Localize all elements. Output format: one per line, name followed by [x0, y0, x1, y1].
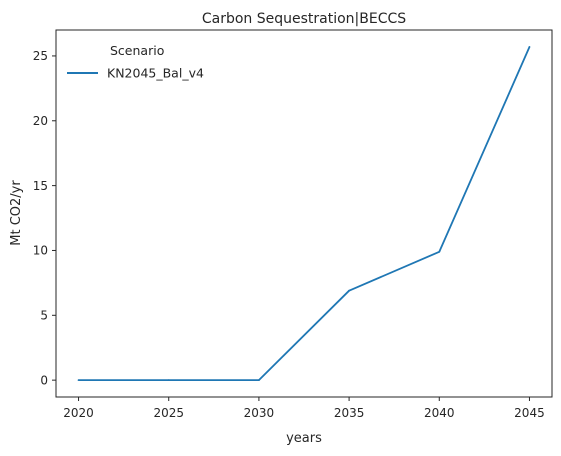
y-tick-label: 20 — [33, 114, 48, 128]
chart-title: Carbon Sequestration|BECCS — [202, 11, 406, 27]
y-tick-label: 25 — [33, 49, 48, 63]
x-tick-label: 2040 — [424, 406, 455, 420]
y-tick-label: 0 — [40, 373, 48, 387]
legend-title: Scenario — [110, 43, 164, 58]
y-tick-label: 15 — [33, 179, 48, 193]
series-line-0 — [78, 46, 531, 382]
x-tick-label: 2020 — [63, 406, 94, 420]
y-axis: 0 5 10 15 20 25 — [33, 49, 56, 387]
x-tick-label: 2045 — [514, 406, 545, 420]
x-tick-label: 2030 — [244, 406, 275, 420]
x-tick-label: 2025 — [153, 406, 184, 420]
x-axis-label: years — [286, 431, 322, 446]
data-point — [438, 250, 441, 253]
y-tick-label: 5 — [40, 309, 48, 323]
plot-area — [55, 29, 553, 398]
y-axis-label: Mt CO2/yr — [9, 180, 24, 246]
data-point — [77, 379, 80, 382]
series-layer — [77, 45, 531, 382]
data-point — [167, 379, 170, 382]
y-tick-label: 10 — [33, 244, 48, 258]
legend: Scenario KN2045_Bal_v4 — [67, 43, 204, 81]
legend-label: KN2045_Bal_v4 — [107, 66, 204, 81]
data-point — [348, 289, 350, 292]
data-point — [258, 379, 260, 382]
data-point — [528, 45, 531, 48]
x-tick-label: 2035 — [334, 406, 365, 420]
x-axis: 2020 2025 2030 2035 2040 2045 — [63, 397, 545, 420]
